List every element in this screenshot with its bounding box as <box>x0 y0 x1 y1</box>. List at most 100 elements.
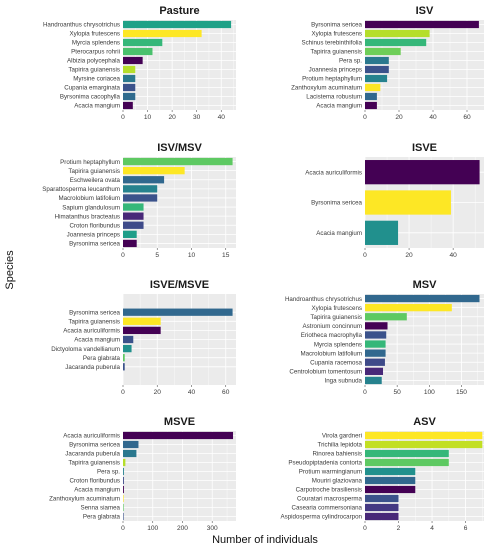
x-tick-label: 300 <box>207 525 218 532</box>
category-label: Himatanthus bracteatus <box>55 213 120 220</box>
category-label: Zanthoxylum acuminatum <box>49 496 120 503</box>
category-label: Carpotroche brasiliensis <box>296 487 362 494</box>
bar <box>123 476 124 485</box>
category-label: Schinus terebinthifolia <box>301 40 362 47</box>
x-tick-label: 100 <box>424 389 435 396</box>
bar <box>123 65 136 74</box>
category-label: Byrsonima sericea <box>311 200 362 207</box>
x-tick-label: 6 <box>464 525 468 532</box>
bar <box>123 239 137 248</box>
category-label: Sapium glandulosum <box>62 204 120 211</box>
panel-title: MSV <box>413 279 438 291</box>
bar <box>123 449 137 458</box>
bar <box>365 294 480 303</box>
bar <box>365 74 388 83</box>
bar <box>123 203 144 211</box>
bar <box>365 101 377 110</box>
bar <box>123 194 158 202</box>
panel-title: ISVE <box>412 142 437 154</box>
x-tick-label: 20 <box>405 252 413 259</box>
x-tick-label: 10 <box>144 114 152 121</box>
bar <box>123 354 125 362</box>
category-label: Lacistema robustum <box>306 94 362 101</box>
category-label: Myrcia splendens <box>72 40 120 47</box>
bar <box>123 212 144 220</box>
category-label: Cupania racemosa <box>310 359 362 366</box>
bar <box>365 47 401 56</box>
x-tick-label: 10 <box>188 252 196 259</box>
category-label: Byrsonima cacophylla <box>60 94 121 101</box>
bar <box>365 440 483 449</box>
category-label: Tapirira guianensis <box>68 67 120 74</box>
bar <box>365 29 430 38</box>
bar <box>365 340 386 348</box>
category-label: Rinorea bahiensis <box>312 451 362 458</box>
y-axis-title: Species <box>4 250 16 290</box>
bar <box>123 326 161 335</box>
category-label: Protium heptaphyllum <box>60 159 120 166</box>
category-label: Acacia mangium <box>316 230 362 237</box>
bar <box>365 467 416 476</box>
category-label: Cupania emarginata <box>64 85 120 92</box>
bar <box>365 38 427 47</box>
category-label: Acacia auriculiformis <box>305 169 362 176</box>
bar <box>123 494 124 503</box>
category-label: Albizia polycephala <box>67 58 121 65</box>
panel-title: Pasture <box>159 5 199 17</box>
x-axis-title: Number of individuals <box>212 534 318 546</box>
category-label: Macrolobium latifolium <box>58 195 120 202</box>
bar <box>123 47 153 56</box>
x-tick-label: 20 <box>395 114 403 121</box>
x-tick-label: 0 <box>363 114 367 121</box>
category-label: Byrsonima sericea <box>311 22 362 29</box>
category-label: Pera glabrata <box>83 355 121 362</box>
category-label: Joannesia princeps <box>309 67 362 74</box>
bar <box>123 56 143 65</box>
bar <box>123 335 134 344</box>
category-label: Casearia commersoniana <box>291 505 362 512</box>
x-tick-label: 40 <box>218 114 226 121</box>
bar <box>365 56 389 65</box>
panel-4: 0 20 40 60 Byrsonima sericea Tapirira guianen… <box>51 279 236 396</box>
category-label: Trichilia lepidota <box>318 442 363 449</box>
bar <box>365 476 416 485</box>
bar <box>365 485 416 494</box>
bar <box>123 38 163 47</box>
bar <box>365 304 452 312</box>
bar <box>123 92 136 101</box>
x-tick-label: 60 <box>463 114 471 121</box>
category-label: Protium warmingianum <box>299 469 362 476</box>
bar <box>123 308 233 316</box>
panel-7: 0 2 4 6 Virola gardneri Trichilia lepidota Rin… <box>280 416 484 532</box>
x-tick-label: 40 <box>188 389 196 396</box>
bar <box>365 331 387 339</box>
x-tick-label: 20 <box>154 389 162 396</box>
bar <box>123 221 144 229</box>
bar <box>123 485 124 494</box>
category-label: Xylopia frutescens <box>69 31 120 38</box>
category-label: Eriotheca macrophylla <box>301 332 363 339</box>
panel-6: 0 100 200 300 Acacia auriculiformis Byrsonima… <box>49 416 236 532</box>
category-label: Myrcia splendens <box>314 341 362 348</box>
category-label: Acacia mangium <box>316 103 362 110</box>
category-label: Pera sp. <box>339 58 362 65</box>
category-label: Acacia auriculiformis <box>63 328 120 335</box>
bar <box>365 503 399 512</box>
bar <box>123 512 124 521</box>
bar <box>123 431 234 440</box>
bar <box>365 449 449 458</box>
bar <box>123 157 233 166</box>
bar <box>365 313 407 321</box>
category-label: Aspidosperma cylindrocarpon <box>280 514 362 521</box>
bar <box>123 467 124 476</box>
x-tick-label: 200 <box>177 525 188 532</box>
category-label: Joannesia princeps <box>67 232 120 239</box>
bar <box>123 176 165 184</box>
category-label: Croton floribundus <box>69 222 120 229</box>
category-label: Pterocarpus rohrii <box>71 49 120 56</box>
bar <box>123 344 132 353</box>
category-label: Astronium concinnum <box>303 323 363 330</box>
x-tick-label: 0 <box>121 525 125 532</box>
category-label: Byrsonima sericea <box>69 442 120 449</box>
